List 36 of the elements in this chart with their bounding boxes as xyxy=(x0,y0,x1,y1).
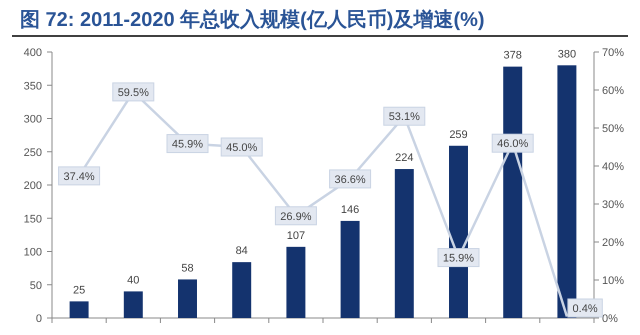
bar xyxy=(178,279,197,318)
y2-tick-label: 60% xyxy=(602,85,624,97)
y2-tick-label: 30% xyxy=(602,199,624,211)
data-label: 0.4% xyxy=(572,303,598,315)
chart-title: 图 72: 2011-2020 年总收入规模(亿人民币)及增速(%) xyxy=(20,8,485,31)
bar xyxy=(232,262,252,318)
data-label: 84 xyxy=(236,245,248,258)
y-tick-label: 400 xyxy=(24,47,42,59)
y2-tick-label: 50% xyxy=(602,123,624,135)
data-label: 146 xyxy=(340,204,360,216)
data-label: 380 xyxy=(558,48,576,60)
bar xyxy=(124,291,143,318)
data-label: 107 xyxy=(286,230,306,242)
data-label: 25 xyxy=(72,284,86,296)
y2-tick-label: 20% xyxy=(602,237,624,249)
y-tick-label: 150 xyxy=(24,213,42,226)
y2-tick-label: 40% xyxy=(602,161,624,173)
data-label: 259 xyxy=(449,128,468,141)
bar xyxy=(340,220,360,318)
y2-tick-label: 70% xyxy=(602,47,624,59)
bar xyxy=(70,301,89,318)
data-label: 224 xyxy=(395,152,414,164)
y2-tick-label: 0% xyxy=(602,313,618,325)
bar xyxy=(394,169,414,318)
data-label: 378 xyxy=(504,50,522,62)
data-label: 58 xyxy=(181,262,194,274)
y2-tick-label: 10% xyxy=(602,275,624,287)
bar xyxy=(286,246,306,318)
y-tick-label: 350 xyxy=(24,80,42,92)
y-tick-label: 0 xyxy=(36,313,42,325)
y-tick-label: 200 xyxy=(24,180,42,192)
y-tick-label: 300 xyxy=(24,114,42,126)
data-label: 40 xyxy=(127,274,140,286)
y-tick-label: 250 xyxy=(24,146,42,159)
y-tick-label: 50 xyxy=(30,280,42,292)
y-tick-label: 100 xyxy=(24,246,42,258)
